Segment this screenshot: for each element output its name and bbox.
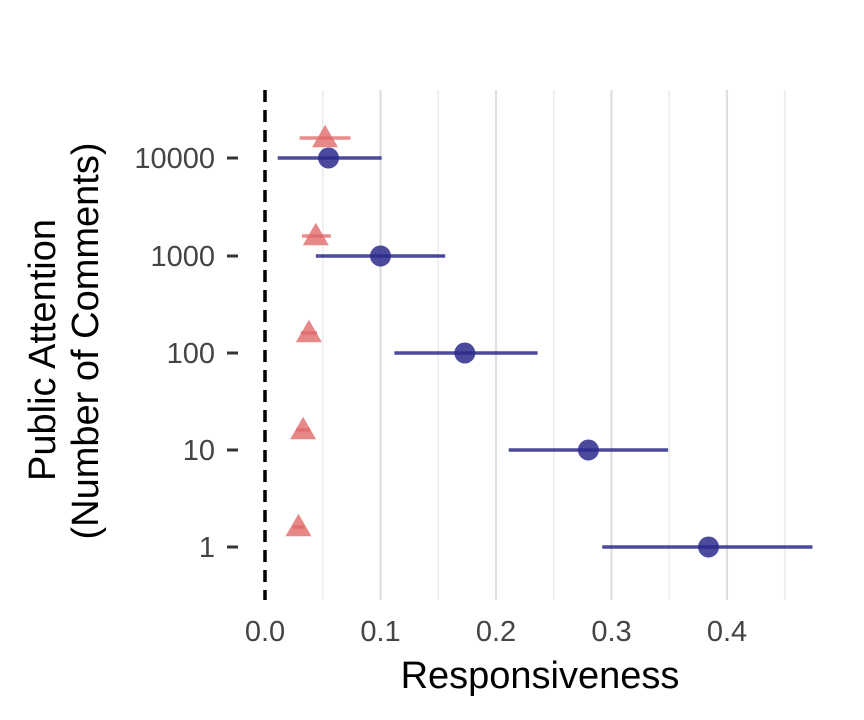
data-markers: [285, 124, 720, 558]
x-tick-label: 0.4: [707, 616, 747, 648]
gridlines: [321, 90, 786, 600]
circle-point-1: [698, 536, 720, 558]
error-bars: [277, 136, 813, 549]
y-axis-ticks: 1 10 100 1000 10000: [134, 143, 238, 564]
y-tick-label: 1000: [150, 241, 215, 273]
triangle-point-10: [290, 416, 317, 440]
y-tick-label: 10000: [134, 143, 215, 175]
y-tick-label: 10: [183, 435, 215, 467]
circle-point-10: [577, 439, 599, 461]
x-tick-label: 0.0: [245, 616, 285, 648]
x-axis-title: Responsiveness: [401, 655, 680, 697]
x-axis-ticks: 0.0 0.1 0.2 0.3 0.4: [245, 616, 747, 648]
x-tick-label: 0.2: [476, 616, 516, 648]
y-axis-title-line-1: Public Attention: [22, 219, 64, 481]
triangle-point-10000: [312, 124, 339, 148]
circle-point-1000: [370, 245, 391, 267]
triangle-point-1: [285, 513, 312, 537]
y-tick-label: 1: [199, 532, 215, 564]
triangle-point-1000: [302, 222, 329, 246]
x-tick-label: 0.3: [591, 616, 631, 648]
triangle-point-100: [295, 319, 322, 343]
y-tick-label: 100: [167, 338, 215, 370]
y-axis-title-line-2: (Number of Comments): [65, 143, 107, 540]
circle-point-10000: [318, 147, 340, 169]
circle-point-100: [454, 342, 476, 364]
x-tick-label: 0.1: [360, 616, 400, 648]
